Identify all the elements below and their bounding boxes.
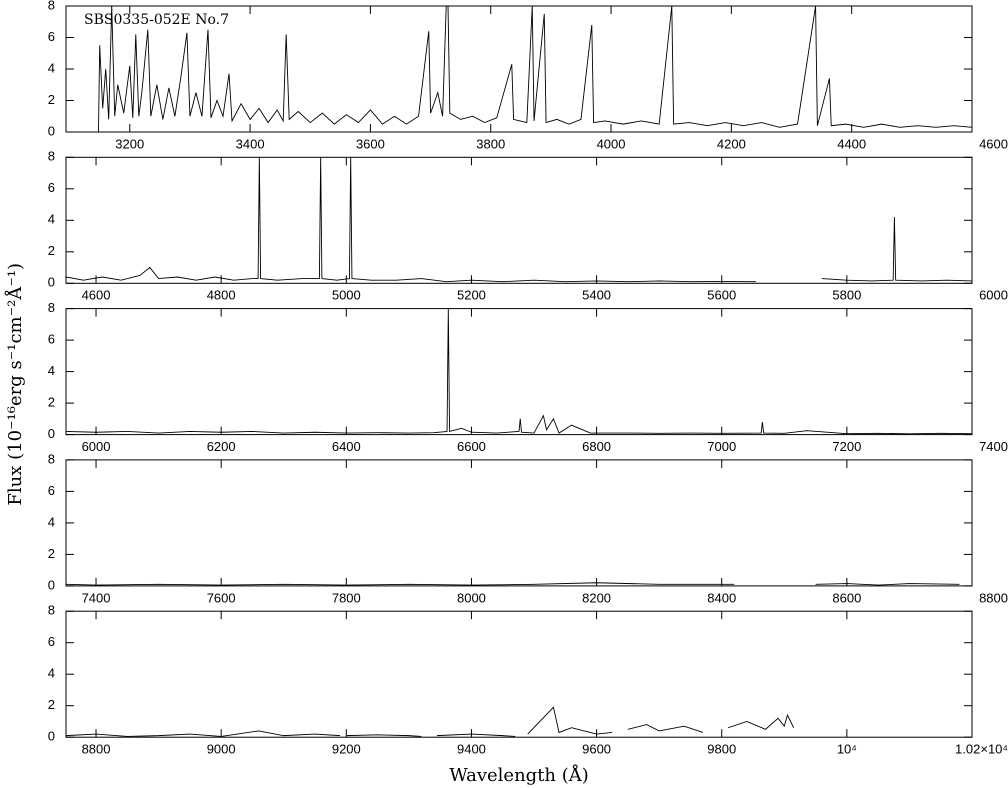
y-tick-label: 4 [48,363,55,378]
x-tick-label: 4000 [597,136,626,151]
y-tick-label: 8 [48,300,55,315]
x-tick-label: 5800 [832,288,861,303]
x-tick-label: 5000 [332,288,361,303]
x-tick-label: 4600 [979,136,1008,151]
x-tick-label: 8200 [582,590,611,605]
x-tick-label: 8600 [832,590,861,605]
y-tick-label: 8 [48,603,55,618]
plot-frame [65,459,973,587]
y-tick-label: 2 [48,546,55,561]
x-axis-label: Wavelength (Å) [449,764,589,786]
x-tick-label: 6000 [979,288,1008,303]
x-tick-label: 6800 [582,439,611,454]
x-tick-label: 7400 [82,590,111,605]
y-tick-label: 0 [48,123,55,138]
x-tick-label: 8400 [707,590,736,605]
spectrum-line [66,6,972,132]
y-tick-label: 0 [48,577,55,592]
x-tick-label: 9200 [332,742,361,757]
y-tick-label: 0 [48,275,55,290]
x-tick-label: 3400 [236,136,265,151]
x-tick-label: 10⁴ [837,742,857,757]
x-tick-label: 1.02×10⁴ [955,742,1008,757]
y-tick-label: 6 [48,180,55,195]
y-tick-label: 4 [48,212,55,227]
x-tick-label: 7600 [207,590,236,605]
y-tick-label: 6 [48,29,55,44]
y-tick-label: 2 [48,92,55,107]
y-axis-label: Flux (10⁻¹⁶erg s⁻¹cm⁻²Å⁻¹) [4,263,26,506]
x-tick-label: 8800 [979,590,1008,605]
spectrum-line [66,157,972,283]
plot-frame [65,308,973,436]
x-tick-label: 7200 [832,439,861,454]
y-tick-label: 2 [48,395,55,410]
x-tick-label: 6400 [332,439,361,454]
y-tick-label: 6 [48,483,55,498]
x-tick-label: 4400 [837,136,866,151]
y-tick-label: 8 [48,0,55,12]
y-tick-label: 0 [48,729,55,744]
y-tick-label: 6 [48,634,55,649]
y-tick-label: 6 [48,332,55,347]
x-tick-label: 3800 [476,136,505,151]
x-tick-label: 3200 [115,136,144,151]
x-tick-label: 4800 [207,288,236,303]
spectrum-line [66,706,795,737]
y-tick-label: 8 [48,149,55,164]
x-tick-label: 6000 [82,439,111,454]
y-tick-label: 2 [48,697,55,712]
y-tick-label: 4 [48,666,55,681]
x-tick-label: 6600 [457,439,486,454]
x-tick-label: 7400 [979,439,1008,454]
plot-frame [65,156,973,284]
x-tick-label: 8000 [457,590,486,605]
chart-title: SBS0335-052E No.7 [84,12,229,28]
spectrum-line [66,308,972,435]
y-tick-label: 8 [48,451,55,466]
x-tick-label: 7800 [332,590,361,605]
x-tick-label: 5600 [707,288,736,303]
x-tick-label: 9800 [707,742,736,757]
y-tick-label: 0 [48,426,55,441]
x-tick-label: 3600 [356,136,385,151]
y-tick-label: 4 [48,60,55,75]
x-tick-label: 9400 [457,742,486,757]
x-tick-label: 9000 [207,742,236,757]
x-tick-label: 4200 [717,136,746,151]
x-tick-label: 9600 [582,742,611,757]
x-tick-label: 5400 [582,288,611,303]
x-tick-label: 4600 [82,288,111,303]
x-tick-label: 5200 [457,288,486,303]
y-tick-label: 2 [48,243,55,258]
x-tick-label: 8800 [82,742,111,757]
x-tick-label: 7000 [707,439,736,454]
spectrum-line [66,582,960,586]
y-tick-label: 4 [48,514,55,529]
x-tick-label: 6200 [207,439,236,454]
plot-frame [65,610,973,738]
